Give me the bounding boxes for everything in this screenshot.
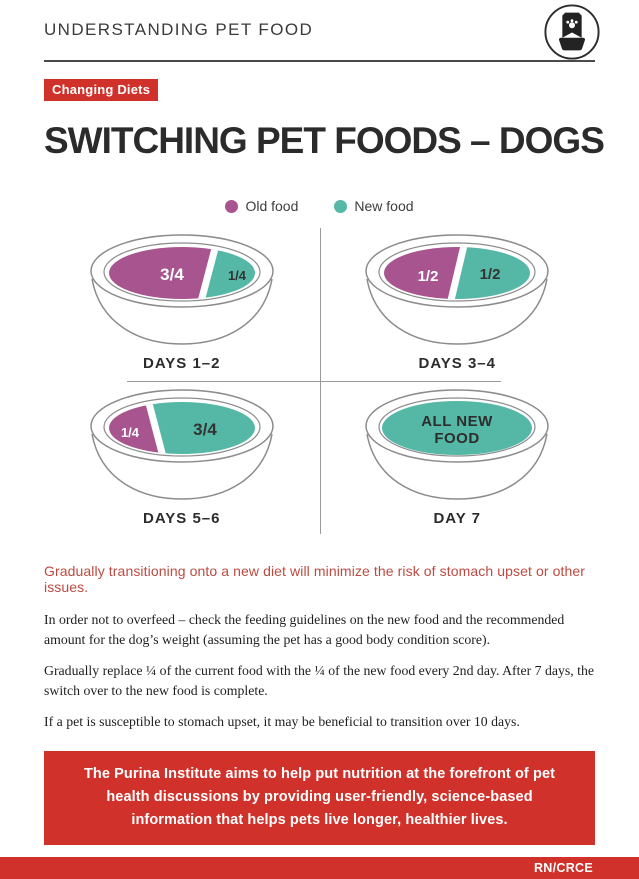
bowl-caption: DAYS 5–6 [143,510,221,527]
section-badge: Changing Diets [44,79,159,101]
bowl-cell-days-5-6: 1/4 3/4 DAYS 5–6 [44,381,320,536]
bowl-cell-days-3-4: 1/2 1/2 DAYS 3–4 [320,226,596,381]
bowl-segment-label: 1/2 [480,266,501,283]
bowl-diagram: 3/4 1/4 [90,234,274,345]
header-title: UNDERSTANDING PET FOOD [44,20,314,39]
bowl-diagram: 1/2 1/2 [365,234,549,345]
body-paragraph: Gradually replace ¼ of the current food … [44,663,595,698]
bowl-cell-days-1-2: 3/4 1/4 DAYS 1–2 [44,226,320,381]
grid-horizontal-divider [126,381,502,382]
legend-label: Old food [245,198,299,214]
page-title: SWITCHING PET FOODS – DOGS [44,120,605,161]
page-header: UNDERSTANDING PET FOOD [44,0,600,62]
bowl-segment-label-line2: FOOD [435,430,480,447]
bowl-segment-label: 3/4 [193,420,217,439]
legend: Old food New food [44,198,595,214]
highlight-sentence: Gradually transitioning onto a new diet … [44,563,586,595]
new-food-dot-icon [334,199,348,213]
bowl-segment-label: 1/2 [418,268,439,285]
old-food-dot-icon [225,199,239,213]
bowl-segment-label-line1: ALL NEW [421,413,493,430]
legend-item-old-food: Old food [225,198,298,214]
purina-institute-callout: The Purina Institute aims to help put nu… [44,751,595,845]
legend-label: New food [354,198,414,214]
footer-bar: RN/CRCE [0,857,639,879]
bowl-cell-day-7: ALL NEW FOOD DAY 7 [320,381,596,536]
body-paragraph: In order not to overfeed – check the fee… [44,612,565,647]
bowl-caption: DAYS 3–4 [418,355,496,372]
bowl-segment-label: 1/4 [121,425,140,440]
body-paragraph: If a pet is susceptible to stomach upset… [44,714,520,729]
pet-food-bag-and-bowl-icon [544,4,600,60]
bowl-caption: DAY 7 [433,510,482,527]
document-code: RN/CRCE [533,861,593,875]
bowl-diagram: ALL NEW FOOD [365,389,549,500]
bowl-caption: DAYS 1–2 [143,355,221,372]
bowl-diagram-grid: 3/4 1/4 DAYS 1–2 1/2 [44,226,595,536]
bowl-diagram: 1/4 3/4 [90,389,274,500]
legend-item-new-food: New food [334,198,414,214]
bowl-segment-label: 3/4 [160,265,184,284]
bowl-segment-label: 1/4 [228,268,247,283]
